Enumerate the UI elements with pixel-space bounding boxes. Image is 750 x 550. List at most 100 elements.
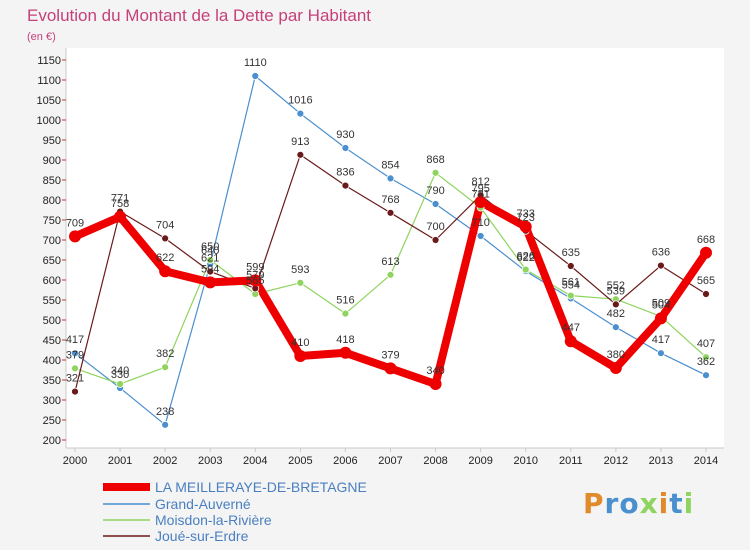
data-point (69, 230, 81, 243)
data-label: 554 (562, 279, 580, 291)
data-point (566, 291, 575, 300)
data-point (204, 276, 217, 289)
y-tick-label: 650 (43, 255, 61, 267)
data-label: 380 (607, 349, 625, 361)
data-point (341, 309, 350, 318)
data-point (521, 265, 530, 274)
x-tick-label: 2001 (108, 455, 132, 467)
data-label: 552 (607, 280, 625, 292)
y-tick-label: 850 (43, 175, 61, 187)
data-label: 594 (201, 263, 219, 275)
x-tick-label: 2007 (378, 455, 402, 467)
data-label: 340 (111, 365, 129, 377)
chart-subtitle: (en €) (27, 31, 56, 43)
data-point (386, 270, 395, 279)
data-label: 709 (66, 217, 84, 229)
data-label: 723 (517, 212, 535, 224)
data-label: 565 (697, 275, 715, 287)
data-point (206, 267, 215, 276)
data-point (476, 232, 485, 240)
y-tick-label: 250 (43, 415, 61, 427)
data-point (339, 346, 352, 359)
data-label: 321 (66, 373, 84, 385)
data-point (161, 363, 170, 372)
data-label: 447 (562, 322, 580, 334)
data-label: 516 (336, 295, 354, 307)
data-label: 593 (291, 264, 309, 276)
data-label: 622 (156, 252, 174, 264)
data-label: 504 (652, 299, 670, 311)
data-label: 700 (426, 221, 444, 233)
data-label: 417 (652, 334, 670, 346)
data-label: 704 (156, 219, 174, 231)
data-point (700, 246, 712, 259)
data-point (296, 150, 305, 159)
data-label: 668 (697, 234, 715, 246)
data-point (654, 312, 667, 325)
data-point (702, 353, 710, 362)
data-label: 379 (66, 349, 84, 361)
data-point (161, 234, 170, 243)
y-tick-label: 200 (43, 435, 61, 447)
data-label: 1110 (244, 57, 267, 69)
x-tick-label: 2002 (153, 455, 177, 467)
data-label: 733 (517, 208, 535, 220)
x-tick-label: 2003 (198, 455, 222, 467)
data-point (251, 72, 260, 80)
legend-label: Joué-sur-Erdre (155, 528, 249, 544)
data-label: 407 (697, 338, 715, 350)
y-tick-label: 950 (43, 135, 61, 147)
data-point (566, 262, 575, 270)
data-point (71, 364, 79, 373)
data-label: 913 (291, 136, 309, 148)
data-label: 626 (517, 251, 535, 263)
data-point (609, 362, 622, 374)
y-tick-label: 750 (43, 215, 61, 227)
data-label: 362 (697, 356, 715, 368)
data-label: 622 (517, 252, 535, 264)
x-tick-label: 2013 (649, 455, 673, 467)
data-point (564, 335, 577, 348)
data-point (159, 265, 172, 278)
data-label: 509 (652, 297, 670, 309)
y-tick-label: 1050 (37, 95, 61, 107)
y-tick-label: 550 (43, 295, 61, 307)
data-point (431, 200, 440, 208)
data-label: 790 (426, 185, 444, 197)
y-tick-label: 700 (43, 235, 61, 247)
data-point (206, 256, 215, 264)
data-label: 1016 (288, 95, 312, 107)
x-tick-label: 2000 (63, 455, 87, 467)
data-label: 561 (562, 277, 580, 289)
data-label: 781 (471, 189, 489, 201)
legend-label: Grand-Auverné (155, 496, 251, 512)
data-label: 621 (201, 253, 219, 265)
plot-area (66, 48, 724, 448)
data-label: 771 (111, 193, 129, 205)
data-label: 539 (607, 285, 625, 297)
data-label: 640 (201, 245, 219, 257)
y-tick-label: 500 (43, 315, 61, 327)
data-label: 330 (111, 369, 129, 381)
y-tick-label: 800 (43, 195, 61, 207)
data-point (161, 420, 170, 429)
data-point (431, 236, 440, 244)
data-point (702, 290, 710, 298)
data-point (431, 168, 440, 177)
data-label: 636 (652, 247, 670, 259)
data-point (702, 371, 710, 380)
y-tick-label: 1150 (37, 55, 61, 67)
x-tick-label: 2008 (423, 455, 447, 467)
data-point (611, 323, 620, 332)
data-label: 930 (336, 129, 354, 141)
data-label: 418 (336, 334, 354, 346)
data-point (294, 350, 307, 362)
data-point (474, 196, 487, 208)
data-label: 579 (246, 269, 264, 281)
data-point (341, 144, 350, 152)
proxiti-logo: Proxiti (583, 487, 695, 520)
y-tick-label: 1000 (37, 115, 61, 127)
data-point (296, 278, 305, 287)
y-tick-label: 300 (43, 395, 61, 407)
